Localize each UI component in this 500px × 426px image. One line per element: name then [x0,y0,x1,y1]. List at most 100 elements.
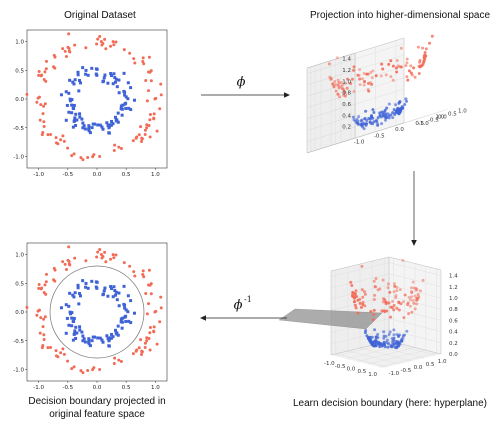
inner-class-point [72,119,76,123]
outer-class-point [117,358,121,362]
outer-class-point-3d [401,300,405,304]
outer-class-point-3d [366,72,370,76]
boundary-original-frame [26,242,168,382]
axis-tick-label: 0.5 [448,111,457,117]
outer-class-point [128,51,132,55]
outer-class-point-3d [339,81,343,85]
outer-class-point-3d [369,310,373,314]
inner-class-point-3d [376,123,380,127]
outer-class-point [113,143,117,147]
outer-class-point [159,82,163,86]
outer-class-point-3d [412,66,416,70]
outer-class-point [145,99,149,103]
axis-tick-label: 0.0 [395,127,404,133]
outer-class-point [147,337,151,341]
inner-class-point [114,290,118,294]
outer-class-point [39,316,43,320]
outer-class-point-3d [389,59,393,63]
outer-class-point [86,368,90,372]
inner-class-point [121,316,125,320]
inner-class-point [67,110,71,114]
inner-class-point [101,127,105,131]
axis-tick-label: 0.0 [449,352,458,358]
outer-class-point-3d [413,75,417,79]
outer-class-point-3d [352,300,356,304]
inner-class-point-3d [405,329,409,333]
outer-class-point [35,100,39,104]
outer-class-point [111,40,115,44]
inner-class-point [68,291,72,295]
outer-class-point [135,348,139,352]
outer-class-point-3d [410,295,414,299]
outer-class-point [66,45,70,49]
inner-class-point [68,97,72,101]
outer-class-point [113,356,117,360]
y-tick-label: 1.0 [15,40,24,46]
outer-class-point-3d [363,290,367,294]
inner-class-point [94,285,98,289]
outer-class-point [49,346,53,350]
outer-class-point-3d [380,62,384,66]
outer-class-point-3d [361,77,365,81]
outer-class-point-3d [337,86,341,90]
x-tick-label: 0.0 [93,385,102,391]
inner-class-point [72,82,76,86]
inner-class-point [116,333,120,337]
outer-class-point [144,291,148,295]
inner-class-point [84,68,88,72]
outer-class-point [141,269,145,273]
inner-class-point [103,73,107,77]
outer-class-point-3d [422,59,426,63]
inner-class-point [93,335,97,339]
outer-class-point [148,283,152,287]
inner-class-point-3d [394,103,398,107]
inner-class-point-3d [362,127,366,131]
outer-class-point-3d [393,284,397,288]
inner-class-point-3d [387,342,391,346]
outer-class-point-3d [380,309,384,313]
outer-class-point [158,107,162,111]
inner-class-point-3d [376,340,380,344]
inner-class-point-3d [385,338,389,342]
inner-class-point-3d [391,341,395,345]
inner-class-point [96,123,100,127]
outer-class-point-3d [372,279,376,283]
outer-class-point-3d [382,309,386,313]
inner-class-point-3d [376,116,380,120]
inner-class-point [70,324,74,328]
inner-class-point [80,330,84,334]
outer-class-point-3d [346,77,350,81]
outer-class-point-3d [350,77,354,81]
outer-class-point [148,135,152,139]
outer-class-point [137,133,141,137]
outer-class-point [152,112,156,116]
outer-class-point-3d [401,258,405,262]
inner-class-point [59,93,63,97]
outer-class-point-3d [392,308,396,312]
outer-class-point [112,148,116,152]
inner-class-point [123,93,127,97]
outer-class-point [133,61,137,65]
box-edge [388,256,442,271]
inner-class-point [87,338,91,342]
outer-class-point [59,351,63,355]
outer-class-point [135,135,139,139]
inner-class-point [126,310,130,314]
inner-class-point [72,320,76,324]
outer-class-point [79,369,83,373]
axis-tick-label: -1.0 [324,361,335,367]
decision-boundary-circle [49,265,145,359]
outer-class-point [52,65,56,69]
inner-class-point [102,76,106,80]
axis-tick-label: 0.5 [357,369,366,375]
inner-class-point [78,115,82,119]
inner-class-point [124,106,128,110]
outer-class-point [37,69,41,73]
inner-class-point [114,77,118,81]
x-tick-label: 0.5 [122,172,131,178]
inner-class-point-3d [382,334,386,338]
outer-class-point [41,112,45,116]
inner-class-point [111,122,115,126]
axis-tick-label: 1.0 [368,372,377,378]
